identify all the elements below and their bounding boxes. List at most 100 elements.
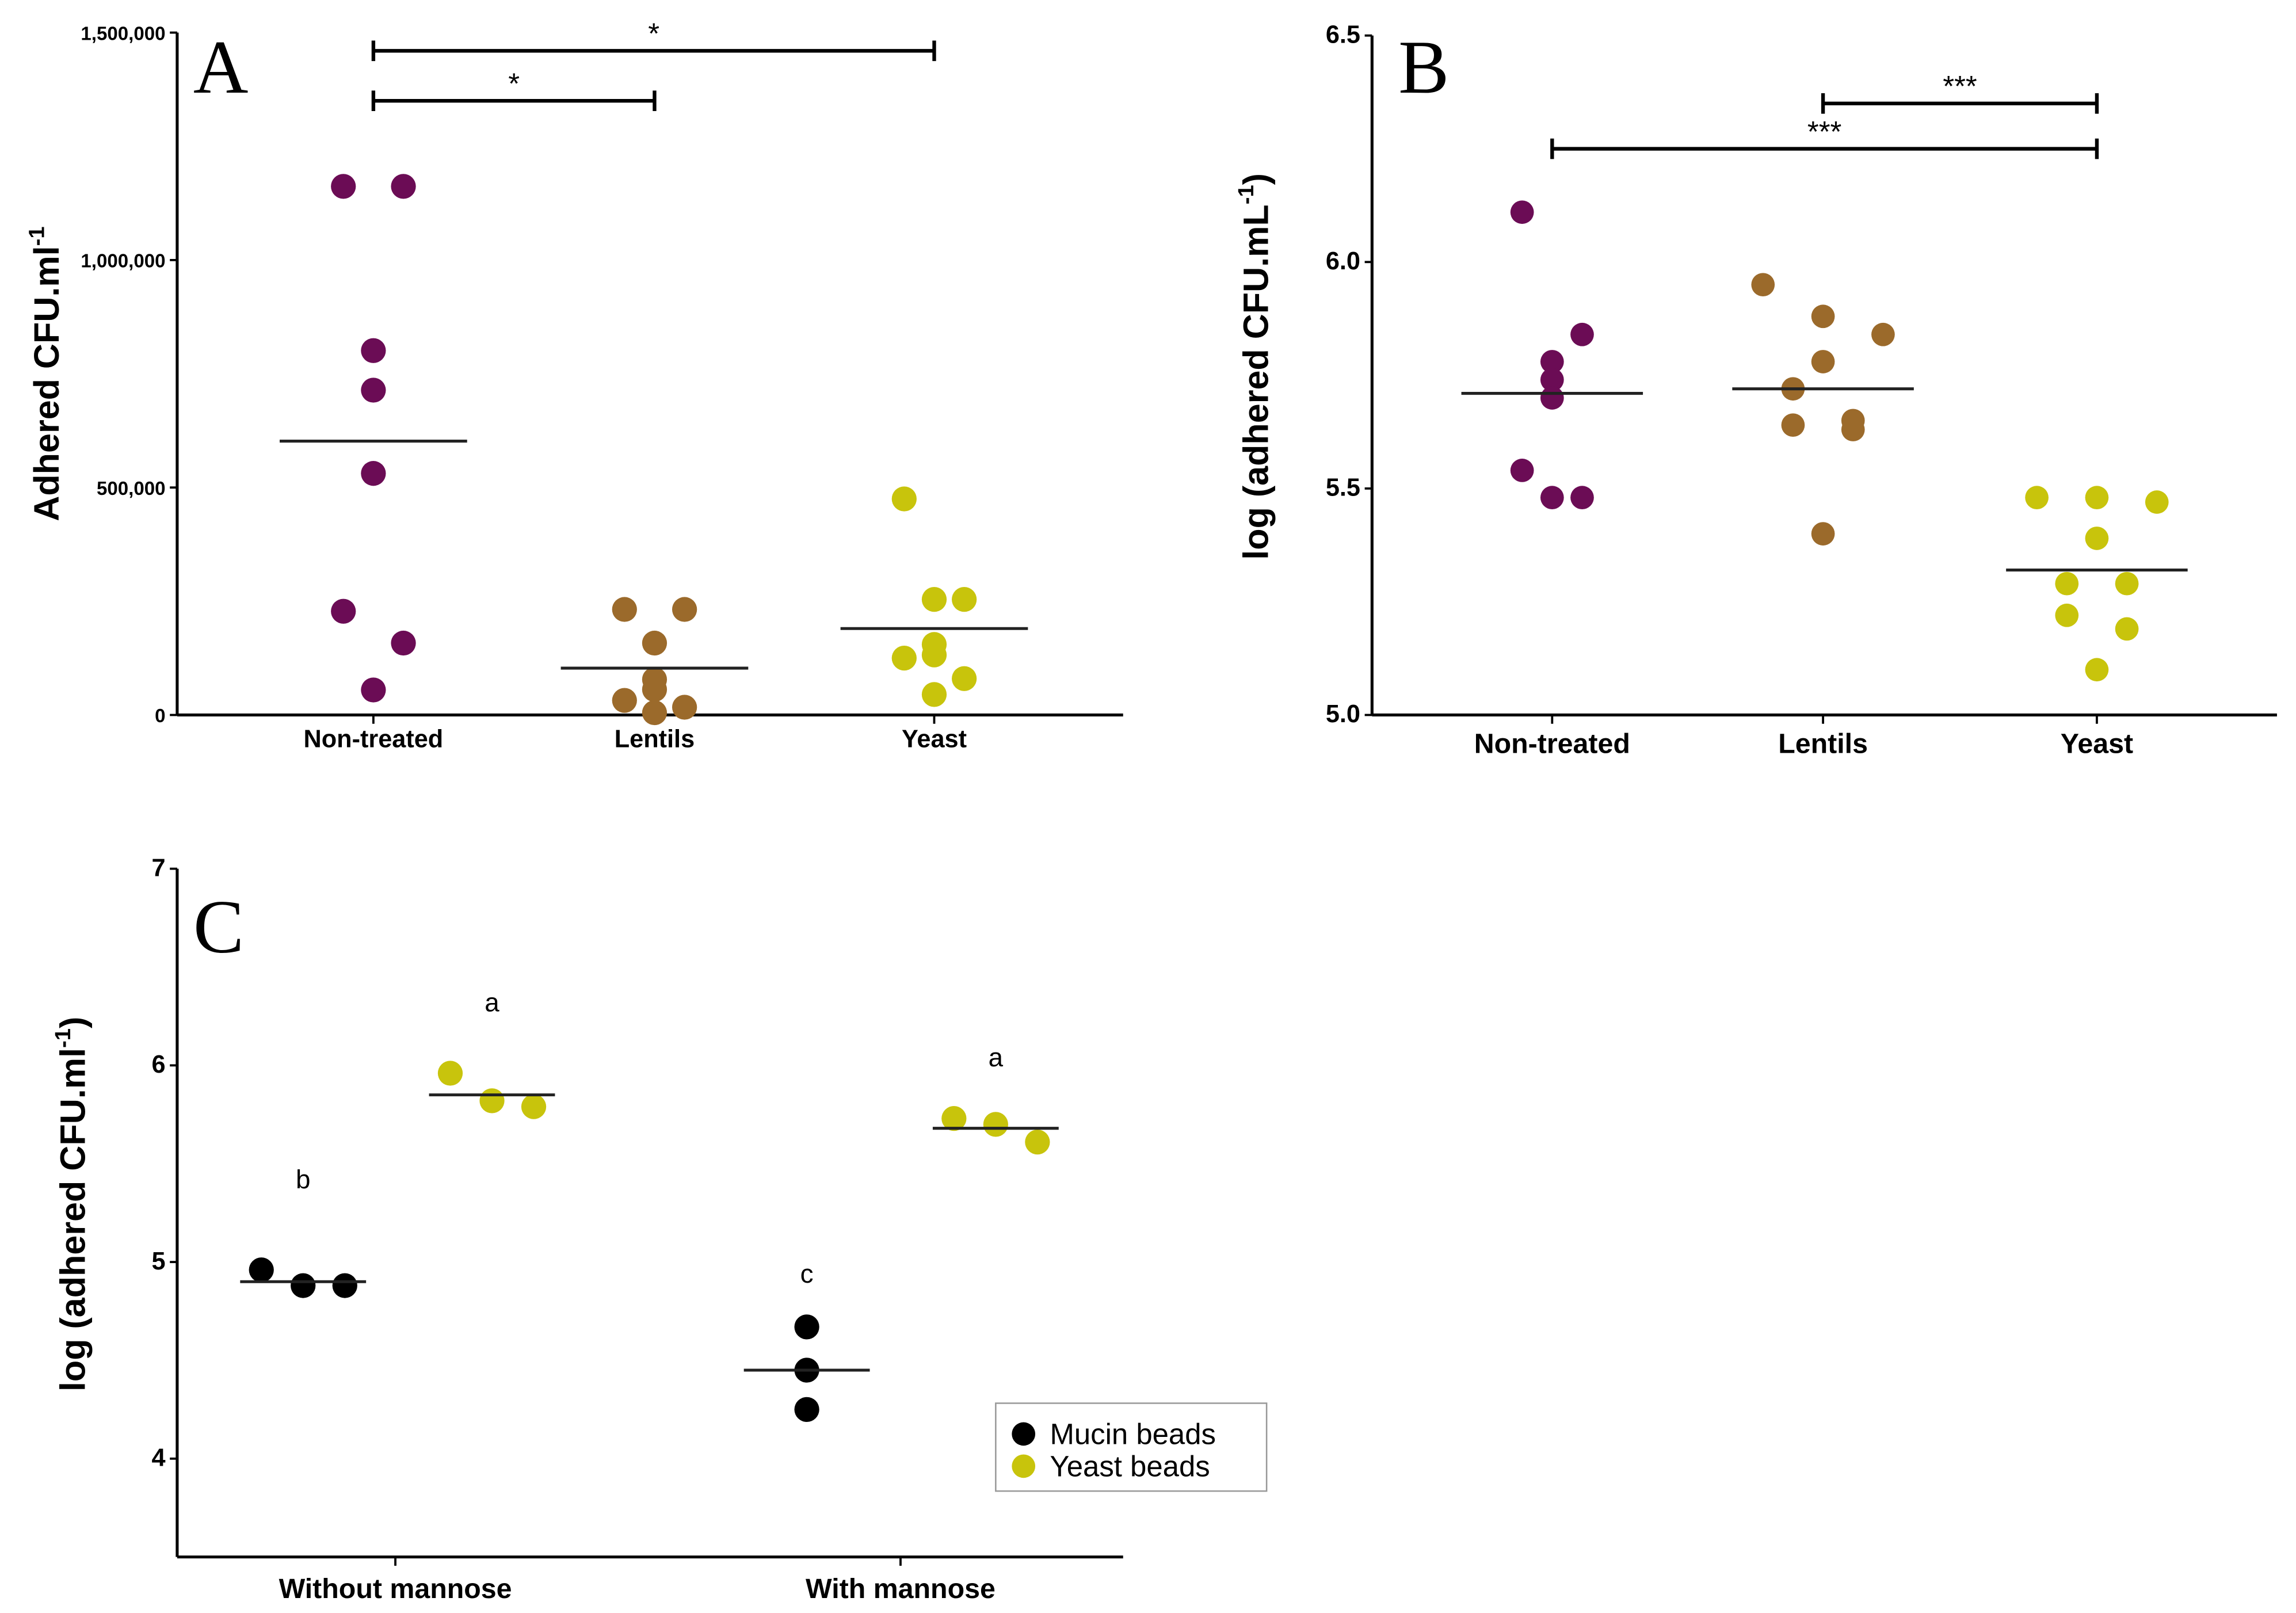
y-tick-label: 1,500,000 xyxy=(81,23,165,44)
data-point xyxy=(1570,486,1594,509)
data-point xyxy=(2115,571,2139,596)
y-axis-title-close: ) xyxy=(1237,173,1276,185)
y-axis-title: Adhered CFU.ml-1 xyxy=(24,226,66,521)
data-point xyxy=(479,1088,505,1114)
y-tick-label: 5 xyxy=(151,1248,165,1275)
y-axis-title: log (adhered CFU.mL-1) xyxy=(1234,173,1275,560)
y-axis-title-superscript: -1 xyxy=(24,226,49,246)
x-tick-label: Non-treated xyxy=(1474,729,1630,760)
data-point xyxy=(672,695,697,720)
data-point xyxy=(2025,486,2049,509)
data-point xyxy=(2085,658,2109,682)
data-point xyxy=(361,677,386,703)
y-axis-title-close: ) xyxy=(54,1017,93,1028)
significance-label: * xyxy=(648,17,659,50)
group-letter: a xyxy=(485,987,499,1017)
data-point xyxy=(391,630,416,656)
data-point xyxy=(794,1314,819,1340)
significance-label: *** xyxy=(1807,115,1841,148)
data-point xyxy=(1540,486,1564,509)
data-point xyxy=(1510,459,1534,482)
y-axis-title-main: Adhered CFU.ml xyxy=(27,246,66,521)
x-tick-label: Non-treated xyxy=(304,725,444,753)
data-point xyxy=(612,597,637,622)
data-point xyxy=(642,677,668,702)
data-point xyxy=(1510,200,1534,224)
data-point xyxy=(672,597,697,622)
data-point xyxy=(2085,486,2109,509)
data-point xyxy=(612,688,637,713)
y-tick-label: 7 xyxy=(151,854,165,882)
group-letter: b xyxy=(296,1165,310,1194)
y-axis-title-main: log (adhered CFU.ml xyxy=(54,1048,93,1391)
y-tick-label: 500,000 xyxy=(97,478,166,499)
data-point xyxy=(642,630,668,656)
data-point xyxy=(891,646,917,671)
data-point xyxy=(1811,522,1835,546)
data-point xyxy=(941,1105,967,1131)
y-tick-label: 6.0 xyxy=(1326,247,1360,275)
x-tick-label: Lentils xyxy=(1778,729,1868,760)
data-point xyxy=(983,1112,1008,1137)
legend-marker xyxy=(1012,1422,1036,1446)
legend-label: Mucin beads xyxy=(1050,1418,1216,1451)
data-point xyxy=(1570,322,1594,346)
y-tick-label: 0 xyxy=(155,706,165,727)
data-point xyxy=(794,1397,819,1422)
y-tick-label: 1,000,000 xyxy=(81,251,165,272)
data-point xyxy=(1025,1129,1050,1155)
data-point xyxy=(391,174,416,199)
y-axis-title-superscript: -1 xyxy=(1234,185,1258,204)
significance-label: * xyxy=(508,67,520,100)
y-tick-label: 4 xyxy=(151,1444,165,1471)
data-point xyxy=(249,1257,274,1283)
y-axis-title: log (adhered CFU.ml-1) xyxy=(51,1017,92,1391)
legend-label: Yeast beads xyxy=(1050,1450,1210,1483)
panel-label-b: B xyxy=(1398,25,1449,109)
data-point xyxy=(2055,571,2079,596)
significance-label: *** xyxy=(1943,70,1977,102)
data-point xyxy=(952,666,977,691)
legend-box xyxy=(995,1402,1268,1492)
panel-label-c: C xyxy=(193,884,244,969)
legend-marker xyxy=(1012,1454,1036,1478)
data-point xyxy=(1811,350,1835,373)
data-point xyxy=(1751,273,1775,297)
y-tick-label: 6.5 xyxy=(1326,21,1360,48)
y-axis-title-main: log (adhered CFU.mL xyxy=(1237,204,1276,559)
x-tick-label: Lentils xyxy=(615,725,695,753)
panel-c-chart: 4 5 6 7 Without mannose With mannose log (adhe… xyxy=(51,854,1268,1604)
data-point xyxy=(291,1273,316,1298)
panel-a-chart: 0 500,000 1,000,000 1,500,000 Non-treated Len… xyxy=(24,17,1123,753)
data-point xyxy=(361,377,386,403)
data-point xyxy=(361,461,386,486)
data-point xyxy=(1811,304,1835,329)
x-tick-label: Yeast xyxy=(902,725,967,753)
y-tick-label: 5.5 xyxy=(1326,474,1360,502)
data-point xyxy=(2145,490,2169,514)
data-point xyxy=(331,174,356,199)
group-letter: c xyxy=(800,1259,814,1288)
data-point xyxy=(1540,368,1564,392)
data-point xyxy=(921,642,947,668)
data-point xyxy=(2055,603,2079,627)
x-tick-label: Without mannose xyxy=(279,1573,512,1604)
data-point xyxy=(331,598,356,624)
data-point xyxy=(891,486,917,512)
data-point xyxy=(952,587,977,612)
data-point xyxy=(921,682,947,707)
panel-b-chart: 5.0 5.5 6.0 6.5 Non-treated Lentils Yeast log (… xyxy=(1234,21,2277,760)
data-point xyxy=(1781,413,1805,437)
group-letter: a xyxy=(989,1043,1004,1072)
data-point xyxy=(437,1061,463,1086)
data-point xyxy=(1540,350,1564,373)
data-point xyxy=(2085,527,2109,550)
data-point xyxy=(1871,322,1895,346)
data-point xyxy=(921,587,947,612)
y-tick-label: 6 xyxy=(151,1051,165,1078)
y-axis-title-superscript: -1 xyxy=(51,1028,75,1048)
data-point xyxy=(2115,617,2139,641)
panel-label-a: A xyxy=(193,25,249,109)
